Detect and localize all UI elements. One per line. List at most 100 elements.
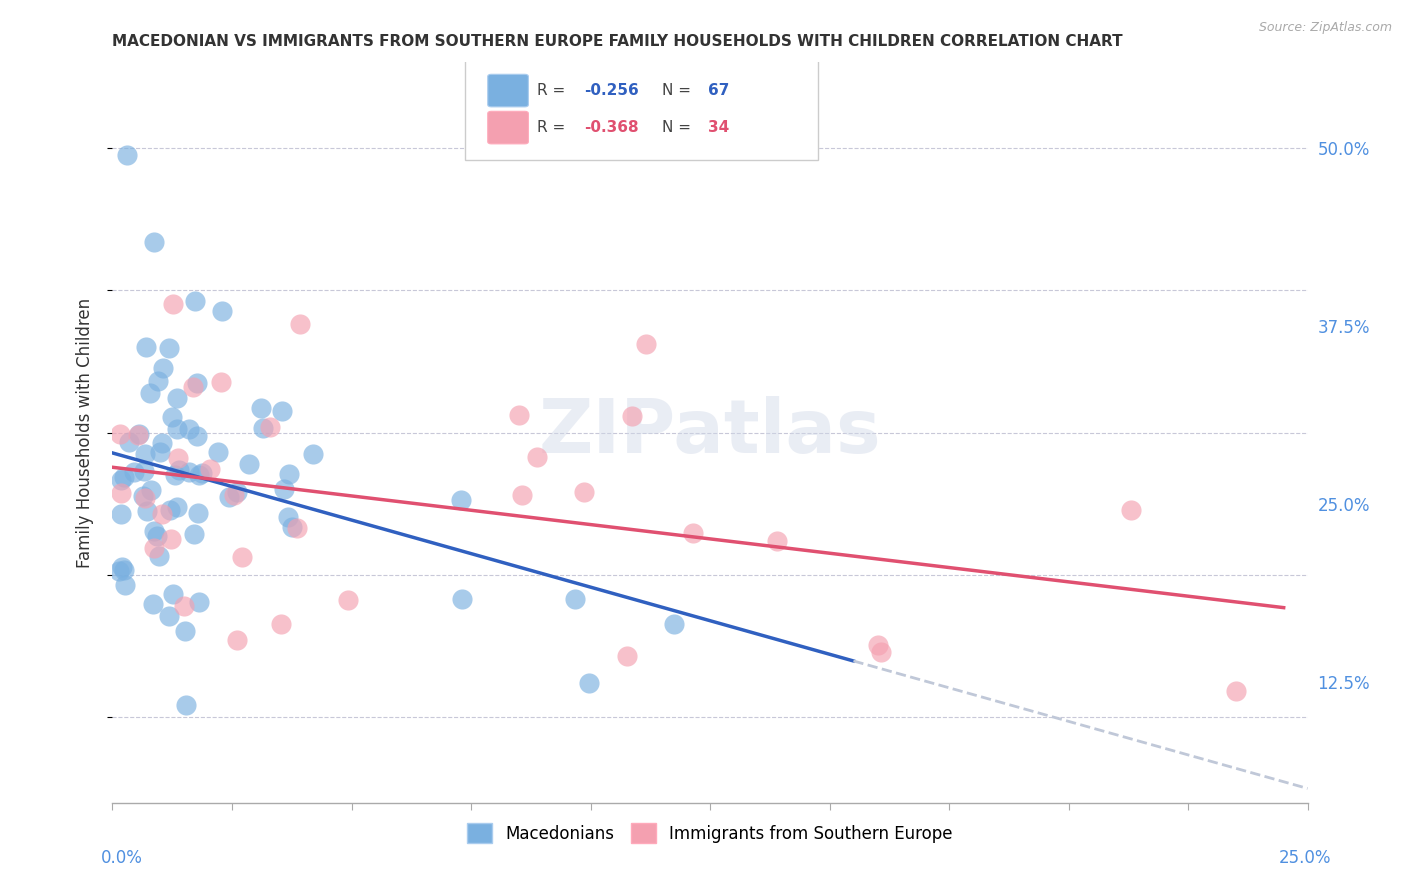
Point: [128, 426, 150, 441]
FancyBboxPatch shape: [488, 74, 529, 107]
Point: [207, 445, 229, 459]
Legend: Macedonians, Immigrants from Southern Europe: Macedonians, Immigrants from Southern Eu…: [460, 816, 960, 850]
Point: [169, 462, 191, 476]
Point: [150, 436, 173, 450]
Point: [868, 638, 890, 652]
Point: [1119, 503, 1142, 517]
Point: [218, 490, 240, 504]
Point: [183, 527, 205, 541]
FancyBboxPatch shape: [465, 58, 818, 161]
Point: [166, 500, 188, 515]
Point: [142, 597, 165, 611]
Point: [621, 409, 644, 424]
Point: [152, 508, 174, 522]
Text: MACEDONIAN VS IMMIGRANTS FROM SOUTHERN EUROPE FAMILY HOUSEHOLDS WITH CHILDREN CO: MACEDONIAN VS IMMIGRANTS FROM SOUTHERN E…: [112, 34, 1123, 49]
Point: [450, 492, 472, 507]
Point: [290, 317, 312, 331]
Point: [184, 293, 207, 308]
Text: 67: 67: [707, 83, 730, 98]
Point: [149, 444, 172, 458]
Point: [187, 467, 209, 482]
Point: [160, 410, 183, 425]
Point: [252, 420, 274, 434]
Point: [132, 464, 155, 478]
Point: [179, 465, 201, 479]
Point: [162, 586, 184, 600]
Point: [270, 404, 292, 418]
Text: -0.368: -0.368: [585, 120, 640, 135]
Text: 0.0%: 0.0%: [101, 849, 143, 867]
Point: [616, 648, 638, 663]
Text: 34: 34: [707, 120, 728, 135]
Point: [211, 303, 233, 318]
Point: [134, 447, 156, 461]
Point: [166, 451, 188, 466]
Point: [142, 541, 165, 556]
Point: [159, 503, 181, 517]
Point: [225, 485, 247, 500]
Point: [1225, 684, 1247, 698]
Point: [174, 624, 197, 638]
Point: [108, 564, 131, 578]
Point: [163, 468, 186, 483]
Point: [238, 458, 260, 472]
Point: [115, 148, 138, 162]
Point: [249, 401, 271, 415]
Point: [510, 488, 533, 502]
Text: 25.0%: 25.0%: [1279, 849, 1331, 867]
Point: [226, 632, 249, 647]
Point: [148, 374, 170, 388]
Point: [273, 482, 295, 496]
Text: -0.256: -0.256: [585, 83, 640, 98]
Point: [181, 380, 204, 394]
Point: [664, 617, 686, 632]
Point: [134, 491, 156, 506]
FancyBboxPatch shape: [488, 112, 529, 144]
Point: [870, 645, 893, 659]
Point: [110, 485, 132, 500]
Point: [287, 520, 309, 534]
Point: [122, 465, 145, 479]
Point: [152, 360, 174, 375]
Point: [114, 577, 136, 591]
Point: [112, 563, 135, 577]
Y-axis label: Family Households with Children: Family Households with Children: [76, 298, 94, 567]
Point: [634, 337, 657, 351]
Point: [270, 616, 292, 631]
Point: [198, 462, 221, 476]
Point: [187, 506, 209, 520]
Point: [526, 450, 548, 465]
Point: [451, 591, 474, 606]
Point: [118, 435, 141, 450]
Point: [302, 447, 325, 461]
Point: [162, 297, 184, 311]
Point: [277, 510, 299, 524]
Point: [682, 526, 704, 541]
Point: [148, 549, 170, 564]
Point: [166, 391, 188, 405]
Point: [186, 376, 208, 390]
Text: ZIPatlas: ZIPatlas: [538, 396, 882, 469]
Point: [110, 473, 132, 487]
Text: N =: N =: [662, 83, 696, 98]
Point: [173, 599, 195, 613]
Point: [190, 466, 212, 480]
Point: [132, 489, 155, 503]
Point: [139, 386, 162, 401]
Text: Source: ZipAtlas.com: Source: ZipAtlas.com: [1258, 21, 1392, 34]
Point: [187, 594, 209, 608]
Point: [111, 560, 134, 574]
Point: [337, 592, 360, 607]
Point: [110, 507, 132, 521]
Point: [508, 409, 530, 423]
Point: [278, 467, 301, 481]
Point: [186, 429, 208, 443]
Point: [209, 376, 232, 390]
Point: [280, 520, 302, 534]
Point: [564, 591, 586, 606]
Text: N =: N =: [662, 120, 696, 135]
Point: [143, 235, 166, 249]
Point: [177, 422, 200, 436]
Point: [146, 529, 169, 543]
Text: R =: R =: [537, 120, 569, 135]
